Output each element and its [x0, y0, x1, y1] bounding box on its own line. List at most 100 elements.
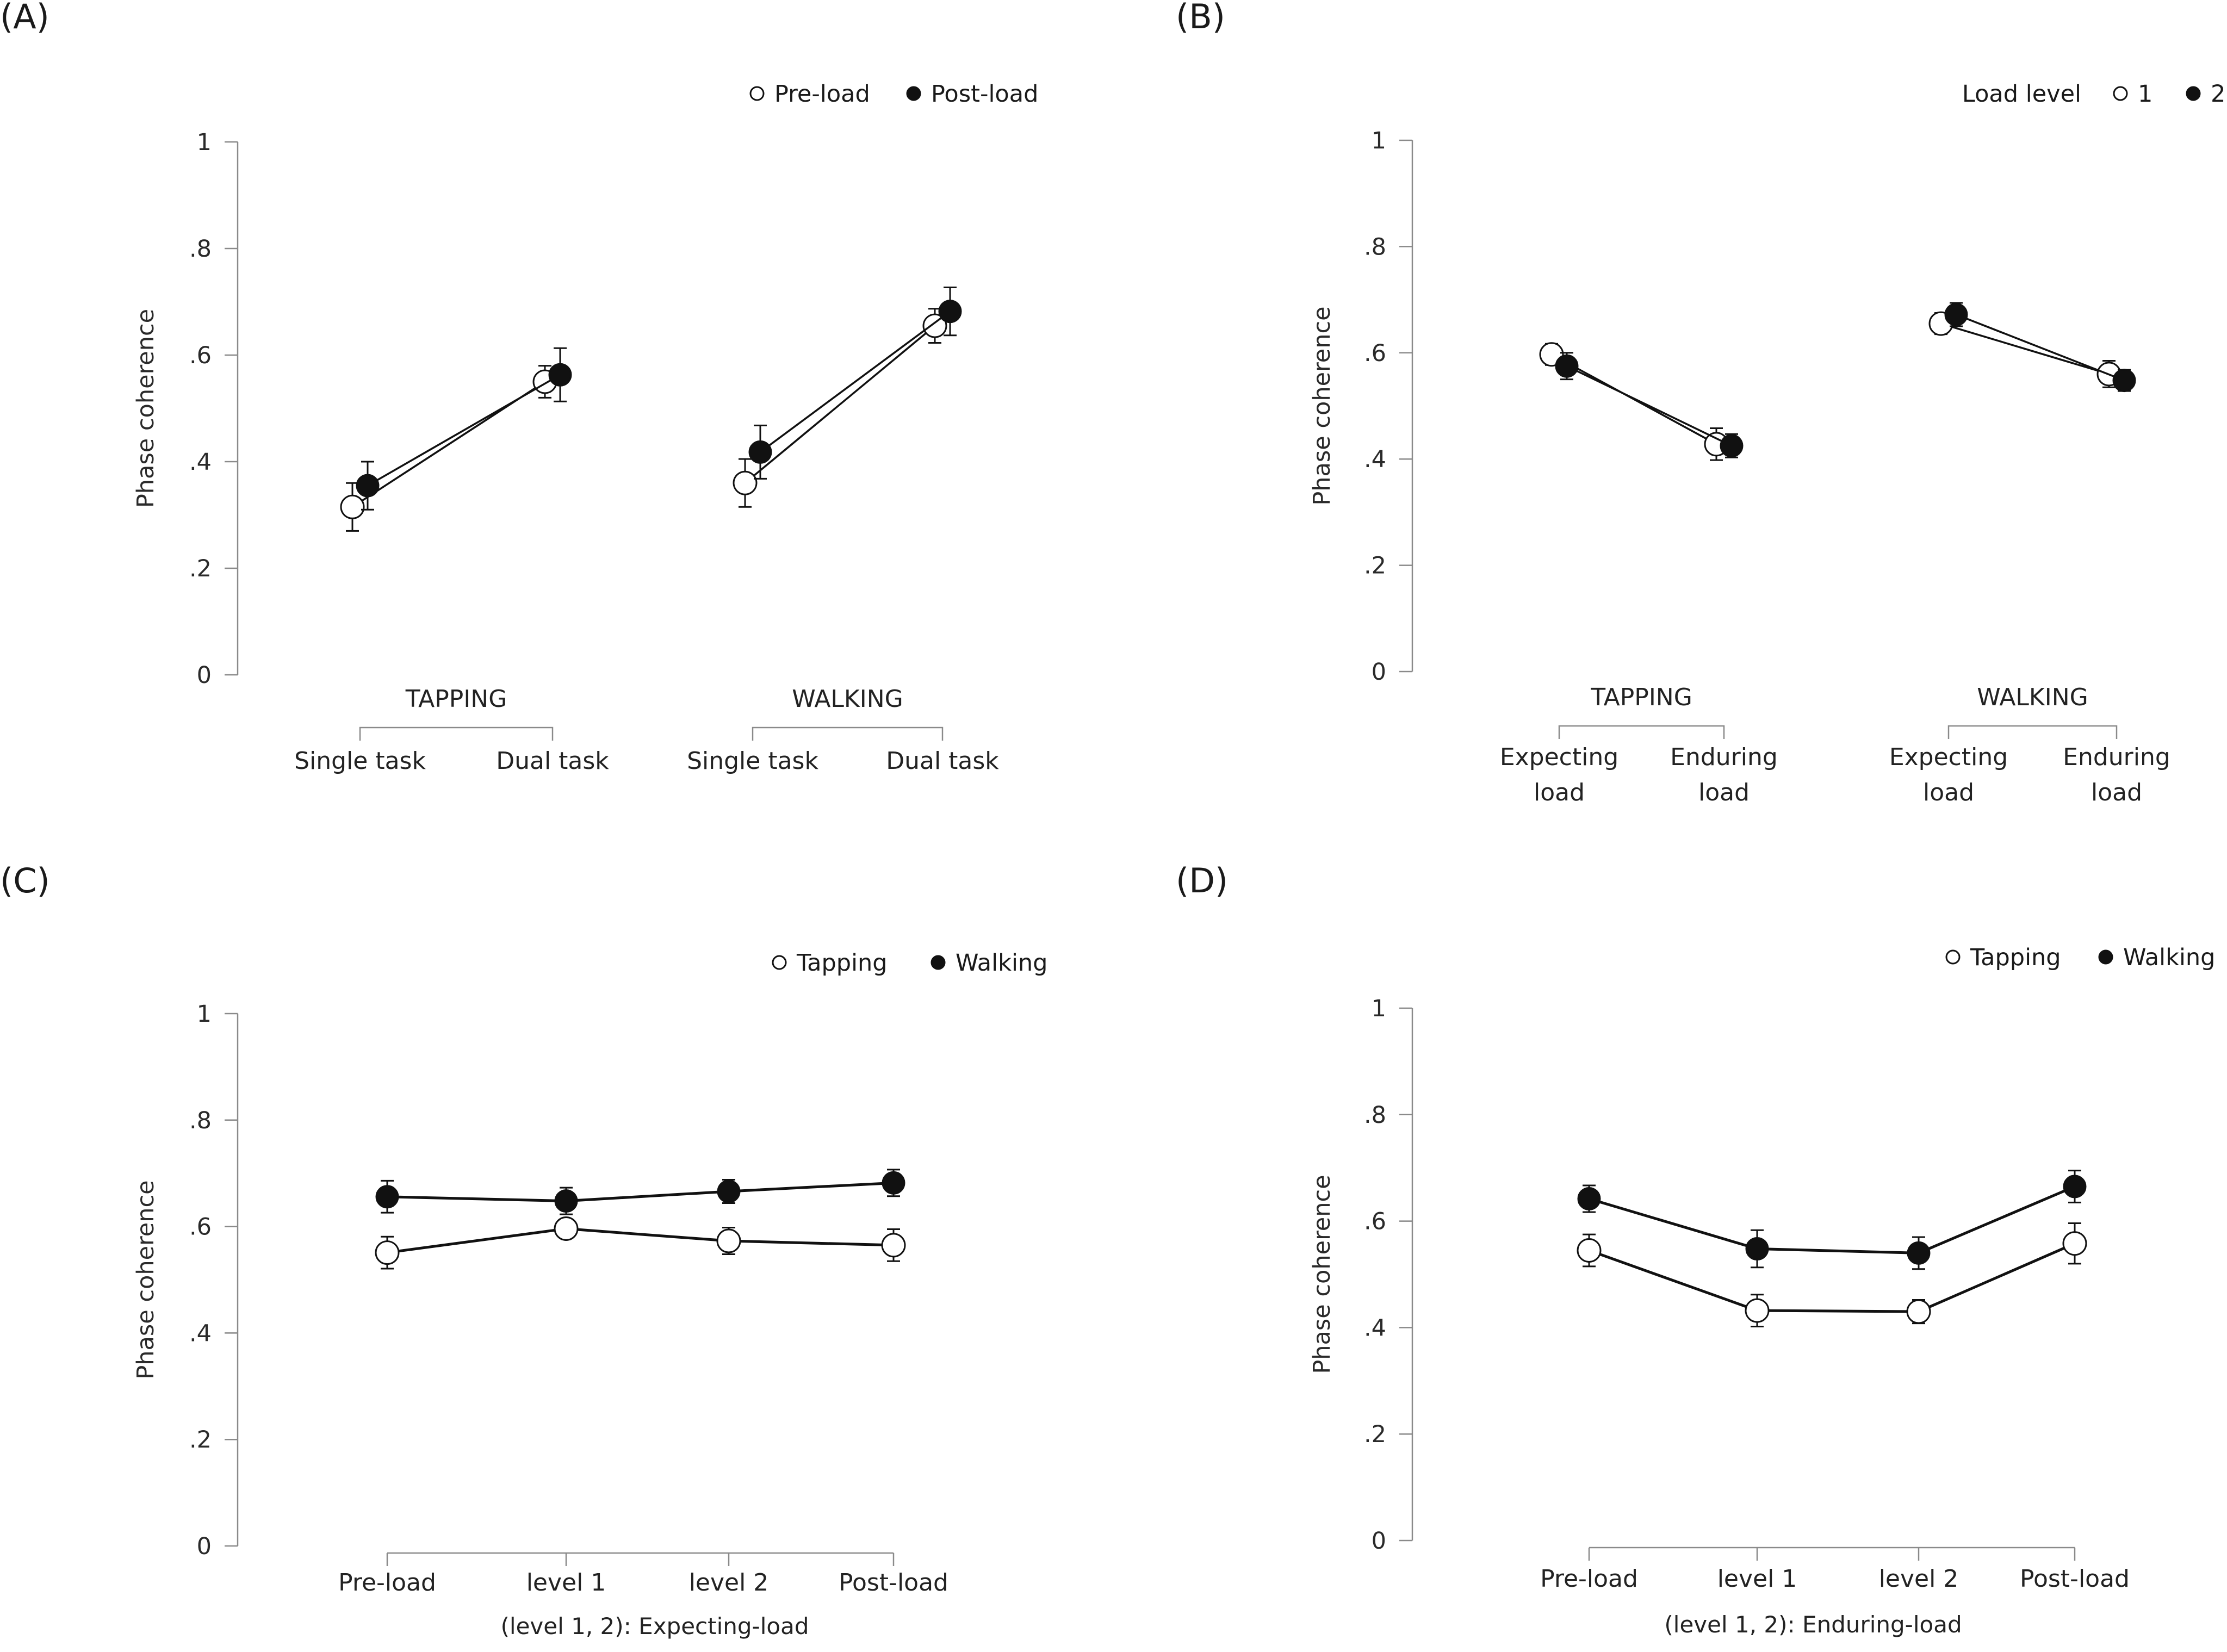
y-axis-title: Phase coherence [1308, 1175, 1336, 1374]
data-point [717, 1179, 741, 1203]
x-category-label: Pre-load [338, 1569, 436, 1597]
data-point [2112, 369, 2136, 393]
y-tick-label: .6 [189, 1214, 212, 1241]
legend-label: Tapping [796, 949, 888, 977]
y-tick-label: 0 [197, 1533, 212, 1560]
panel-label: (A) [0, 0, 49, 36]
x-category-label: load [1923, 779, 1974, 806]
x-category-label: Expecting [1889, 743, 2008, 771]
y-tick-label: .4 [1364, 446, 1386, 473]
legend-label: Pre-load [774, 80, 870, 108]
x-category-label: Single task [294, 747, 426, 775]
x-axis-note: (level 1, 2): Expecting-load [501, 1613, 809, 1639]
chart-panel-a: (A) 0 .2 .4 .6 .8 1 Phase coherence Pre-load Post… [0, 0, 1038, 775]
series-line [1589, 1242, 2076, 1313]
y-tick-label: .8 [189, 235, 212, 263]
data-point [2063, 1175, 2087, 1198]
y-tick-label: .8 [1364, 1102, 1386, 1129]
x-category-label: Expecting [1500, 743, 1618, 771]
series-line [759, 310, 951, 453]
x-category-label: load [2091, 779, 2142, 806]
x-category-label: Single task [687, 747, 818, 775]
x-category-label: load [1534, 779, 1585, 806]
y-tick-label: .4 [189, 1320, 212, 1347]
data-point [1944, 302, 1968, 326]
legend-label: 1 [2138, 80, 2152, 108]
legend-label: Post-load [931, 80, 1038, 108]
y-tick-label: .6 [1364, 340, 1386, 367]
x-category-label: Dual task [496, 747, 609, 775]
panel-label: (B) [1176, 0, 1225, 36]
data-point [922, 313, 947, 338]
group-bracket [1558, 725, 1725, 739]
x-category-label: Pre-load [1540, 1565, 1638, 1593]
data-point [881, 1233, 906, 1258]
y-tick-label: 1 [197, 1001, 212, 1028]
y-tick-label: .6 [1364, 1208, 1386, 1235]
legend-label: 2 [2211, 80, 2225, 108]
x-category-label: level 1 [526, 1569, 606, 1597]
legend-label: Walking [956, 949, 1047, 977]
series-line [367, 374, 561, 487]
y-tick-label: .8 [189, 1107, 212, 1134]
data-point [1555, 354, 1579, 378]
legend-label: Walking [2123, 944, 2215, 971]
x-axis-note: (level 1, 2): Enduring-load [1664, 1611, 1962, 1638]
x-category-label: load [1698, 779, 1750, 806]
data-point [882, 1171, 905, 1195]
legend-marker-open [772, 955, 787, 970]
y-axis-title: Phase coherence [132, 1180, 159, 1379]
y-tick-label: .2 [189, 555, 212, 582]
data-point [1577, 1238, 1602, 1263]
group-label: TAPPING [1590, 684, 1692, 711]
series-line [1956, 313, 2125, 382]
y-tick-label: .2 [189, 1426, 212, 1454]
data-point [1745, 1298, 1770, 1323]
y-tick-label: 0 [1372, 1527, 1386, 1555]
data-point [1577, 1187, 1601, 1210]
data-point [548, 363, 572, 387]
data-point [356, 474, 380, 498]
panel-label: (C) [0, 861, 50, 900]
y-tick-label: 1 [1372, 995, 1386, 1022]
group-bracket [1947, 725, 2118, 739]
series-1 [1539, 311, 2121, 461]
x-category-label: level 1 [1717, 1565, 1797, 1593]
data-point [375, 1185, 399, 1209]
legend-marker-filled [2098, 949, 2113, 965]
legend-marker-filled [930, 955, 946, 970]
y-tick-label: .4 [189, 449, 212, 476]
group-label: WALKING [792, 685, 903, 713]
x-category-label: level 2 [1879, 1565, 1959, 1593]
data-point [733, 470, 758, 495]
data-point [938, 300, 962, 324]
data-point [554, 1216, 579, 1241]
y-tick-label: .6 [189, 342, 212, 369]
legend-marker-open [2113, 86, 2128, 101]
chart-panel-c: (C) 0 .2 .4 .6 .8 1 Phase coherence Tapping Walki… [0, 861, 1047, 1639]
series-walking [1577, 1170, 2087, 1270]
y-tick-label: 1 [197, 129, 212, 156]
data-point [716, 1228, 741, 1253]
series-pre-load [340, 308, 947, 532]
data-point [554, 1189, 578, 1213]
series-tapping [375, 1216, 906, 1270]
legend-marker-filled [906, 86, 921, 101]
series-line [1589, 1185, 2075, 1254]
legend-marker-open [749, 86, 765, 101]
y-tick-label: 0 [197, 662, 212, 689]
y-axis-title: Phase coherence [132, 309, 159, 508]
y-tick-label: .2 [1364, 552, 1386, 580]
y-tick-label: .4 [1364, 1314, 1386, 1342]
legend-title: Load level [1962, 80, 2081, 108]
y-tick-label: .2 [1364, 1421, 1386, 1448]
series-line [744, 325, 936, 484]
legend-marker-filled [2186, 86, 2201, 101]
data-point [1720, 434, 1744, 458]
series-line [387, 1227, 894, 1254]
y-tick-label: .8 [1364, 233, 1386, 260]
x-category-label: Enduring [2063, 743, 2170, 771]
x-category-label: level 2 [689, 1569, 769, 1597]
group-bracket [752, 726, 944, 741]
series-line [1566, 365, 1732, 447]
